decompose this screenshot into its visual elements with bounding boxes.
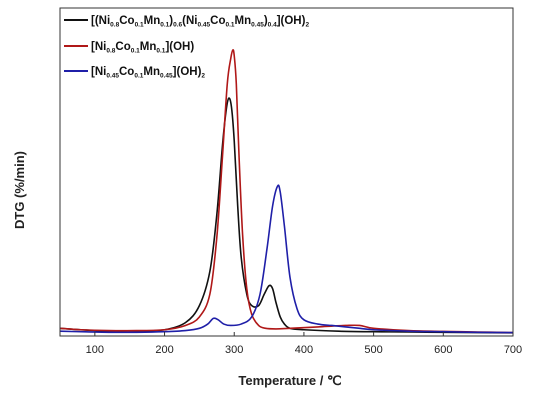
x-tick-label: 300 bbox=[225, 344, 243, 356]
x-tick-label: 700 bbox=[504, 344, 522, 356]
series-layer bbox=[59, 49, 514, 334]
y-axis-label: DTG (%/min) bbox=[12, 151, 27, 229]
series-line-core-shell bbox=[59, 97, 514, 334]
x-tick-label: 400 bbox=[295, 344, 313, 356]
x-tick-label: 500 bbox=[364, 344, 382, 356]
legend-label: [Ni0.45Co0.1Mn0.45](OH)2 bbox=[91, 66, 205, 80]
legend: [(Ni0.8Co0.1Mn0.1)0.6(Ni0.45Co0.1Mn0.45)… bbox=[64, 15, 309, 80]
x-tick-label: 200 bbox=[155, 344, 173, 356]
plot-frame bbox=[59, 7, 514, 337]
x-tick-label: 600 bbox=[434, 344, 452, 356]
x-tick-label: 100 bbox=[86, 344, 104, 356]
series-line-ni045 bbox=[59, 184, 514, 334]
x-axis-label: Temperature / ℃ bbox=[238, 373, 341, 388]
series-line-ni08 bbox=[59, 49, 514, 334]
legend-label: [Ni0.8Co0.1Mn0.1](OH) bbox=[91, 41, 194, 55]
x-axis-ticks: 100 200 300 400 500 600 700 bbox=[86, 332, 522, 356]
legend-label: [(Ni0.8Co0.1Mn0.1)0.6(Ni0.45Co0.1Mn0.45)… bbox=[91, 15, 309, 29]
